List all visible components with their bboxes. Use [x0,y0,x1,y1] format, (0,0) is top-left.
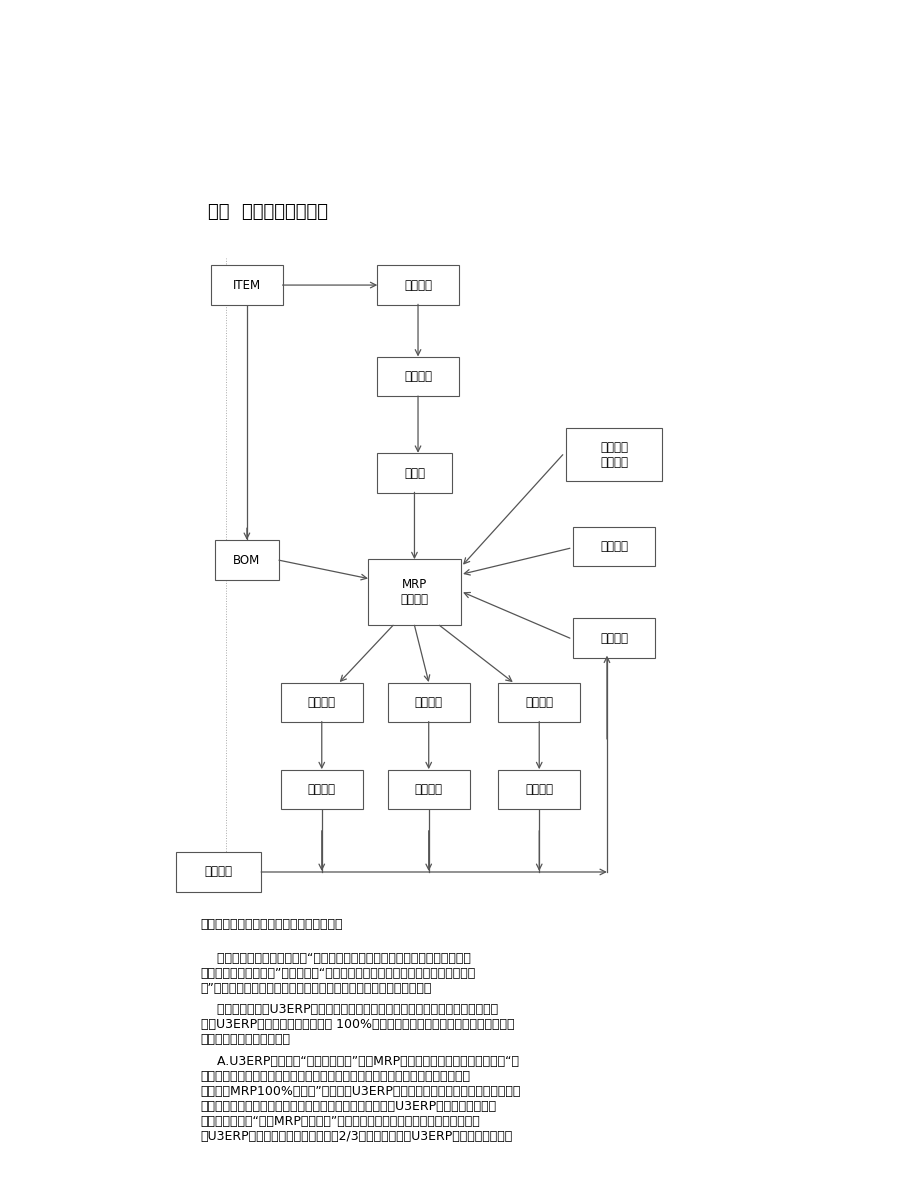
Text: 制造业企业，必须遵守制造业企业主流程。: 制造业企业，必须遵守制造业企业主流程。 [200,918,343,931]
Text: 车间管理: 车间管理 [414,782,442,796]
Text: ITEM: ITEM [233,279,261,292]
FancyBboxPatch shape [498,682,580,722]
FancyBboxPatch shape [176,853,261,892]
Text: 加工计划: 加工计划 [414,696,442,709]
FancyBboxPatch shape [280,769,362,809]
Text: 采购管理: 采购管理 [308,782,335,796]
Text: 主计划: 主计划 [403,467,425,480]
FancyBboxPatch shape [368,560,460,625]
FancyBboxPatch shape [498,769,580,809]
Text: 库存信息: 库存信息 [599,540,628,553]
Text: 珠海助友开发的U3ERP，完全按制造业主流程进行设计，是企业管理工具的佼佼
者。U3ERP有三大优势，物料计划 100%准确，内置生产排产及制造执行功能，几近
: 珠海助友开发的U3ERP，完全按制造业主流程进行设计，是企业管理工具的佼佼 者。… [200,1003,514,1046]
FancyBboxPatch shape [215,541,278,580]
Text: 一、  制造业企业主流程: 一、 制造业企业主流程 [208,202,327,220]
Text: 外协管理: 外协管理 [525,782,552,796]
Text: 设备工艺
能力信息: 设备工艺 能力信息 [599,441,628,469]
FancyBboxPatch shape [211,266,282,305]
FancyBboxPatch shape [377,357,459,397]
FancyBboxPatch shape [573,618,654,657]
Text: BOM: BOM [233,554,260,567]
Text: 销售计划: 销售计划 [403,370,432,384]
Text: 在途供应: 在途供应 [599,631,628,644]
FancyBboxPatch shape [573,526,654,566]
FancyBboxPatch shape [387,682,470,722]
Text: 制造企业的管理目标通常是“在客户约定的时间内，以可接受的成本生产出客
户需要数量的合格产品”。这涉及到“物控、生产排产、交期、成本、产能及质量控
制”等多个方面: 制造企业的管理目标通常是“在客户约定的时间内，以可接受的成本生产出客 户需要数量… [200,952,475,994]
Text: 质量管理: 质量管理 [204,866,233,879]
FancyBboxPatch shape [377,454,451,493]
FancyBboxPatch shape [280,682,362,722]
Text: 外协计划: 外协计划 [525,696,552,709]
Text: 采购计划: 采购计划 [308,696,335,709]
FancyBboxPatch shape [387,769,470,809]
FancyBboxPatch shape [565,428,662,481]
Text: MRP
生产排程: MRP 生产排程 [400,579,428,606]
Text: 销售订单: 销售订单 [403,279,432,292]
Text: A.U3ERP的基础是“物料需求计划”，即MRP，经过十几年的改进，已经做到“无
论企业的产品包括多少零部件，生产过程如何复杂（如汽车、飞机、飞机引擎），
都可: A.U3ERP的基础是“物料需求计划”，即MRP，经过十几年的改进，已经做到“无… [200,1055,520,1143]
FancyBboxPatch shape [377,266,459,305]
